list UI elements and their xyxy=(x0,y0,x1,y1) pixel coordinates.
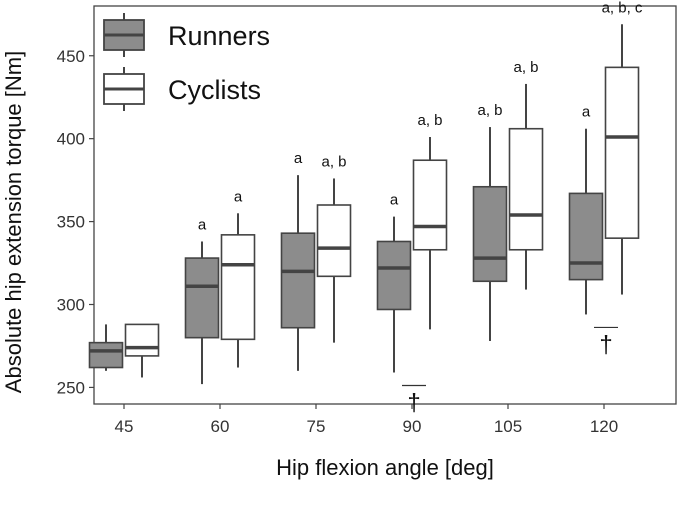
box-cyclists-45 xyxy=(124,323,160,378)
box-cyclists-60 xyxy=(220,213,256,368)
box-body xyxy=(316,204,352,278)
legend-item-cyclists: Cyclists xyxy=(103,67,261,111)
x-tick-label: 90 xyxy=(403,417,422,436)
significance-label: a, b xyxy=(513,59,538,76)
box-cyclists-105 xyxy=(508,83,544,290)
significance-annotations: a a a a, b a a, b a, b a, b a a, b, c † † xyxy=(198,0,643,416)
significance-label: a xyxy=(294,150,303,167)
x-tick-label: 45 xyxy=(115,417,134,436)
significance-label: a xyxy=(234,188,243,205)
y-axis: 250 300 350 400 450 xyxy=(57,47,94,397)
box-runners-45 xyxy=(88,324,124,371)
box-runners-105 xyxy=(472,127,508,341)
legend: Runners Cyclists xyxy=(103,13,270,111)
box-body xyxy=(412,159,448,251)
x-axis-title: Hip flexion angle [deg] xyxy=(276,455,494,480)
x-tick-label: 60 xyxy=(211,417,230,436)
x-tick-label: 105 xyxy=(494,417,522,436)
x-tick-label: 120 xyxy=(590,417,618,436)
plot-panel xyxy=(93,5,677,405)
x-axis: 45 60 75 90 105 120 xyxy=(115,404,618,436)
y-tick-label: 400 xyxy=(57,130,85,149)
y-tick-label: 300 xyxy=(57,296,85,315)
x-tick-label: 75 xyxy=(307,417,326,436)
legend-label: Runners xyxy=(168,21,270,51)
box-runners-90 xyxy=(376,216,412,373)
box-runners-60 xyxy=(184,241,220,385)
box-body xyxy=(220,234,256,341)
legend-item-runners: Runners xyxy=(103,13,270,57)
significance-label: a xyxy=(198,216,207,233)
box-series xyxy=(88,24,640,385)
significance-label: a xyxy=(582,104,591,121)
y-axis-title: Absolute hip extension torque [Nm] xyxy=(1,51,26,393)
box-body xyxy=(280,232,316,329)
dagger-mark: † xyxy=(599,331,612,358)
box-cyclists-75 xyxy=(316,178,352,343)
legend-label: Cyclists xyxy=(168,75,261,105)
significance-label: a, b xyxy=(321,153,346,170)
significance-label: a, b xyxy=(477,102,502,119)
significance-label: a xyxy=(390,192,399,209)
dagger-mark: † xyxy=(407,389,420,416)
box-runners-120 xyxy=(568,128,604,315)
box-body xyxy=(568,192,604,281)
box-cyclists-120 xyxy=(604,24,640,295)
box-body xyxy=(604,66,640,239)
y-tick-label: 450 xyxy=(57,47,85,66)
y-tick-label: 350 xyxy=(57,213,85,232)
box-body xyxy=(184,257,220,339)
significance-label: a, b, c xyxy=(602,0,643,16)
box-body xyxy=(88,341,124,369)
box-body xyxy=(124,323,160,357)
box-body xyxy=(508,127,544,251)
significance-label: a, b xyxy=(417,112,442,129)
box-cyclists-90 xyxy=(412,137,448,330)
y-tick-label: 250 xyxy=(57,378,85,397)
box-body xyxy=(376,240,412,311)
box-body xyxy=(472,185,508,283)
box-runners-75 xyxy=(280,175,316,371)
